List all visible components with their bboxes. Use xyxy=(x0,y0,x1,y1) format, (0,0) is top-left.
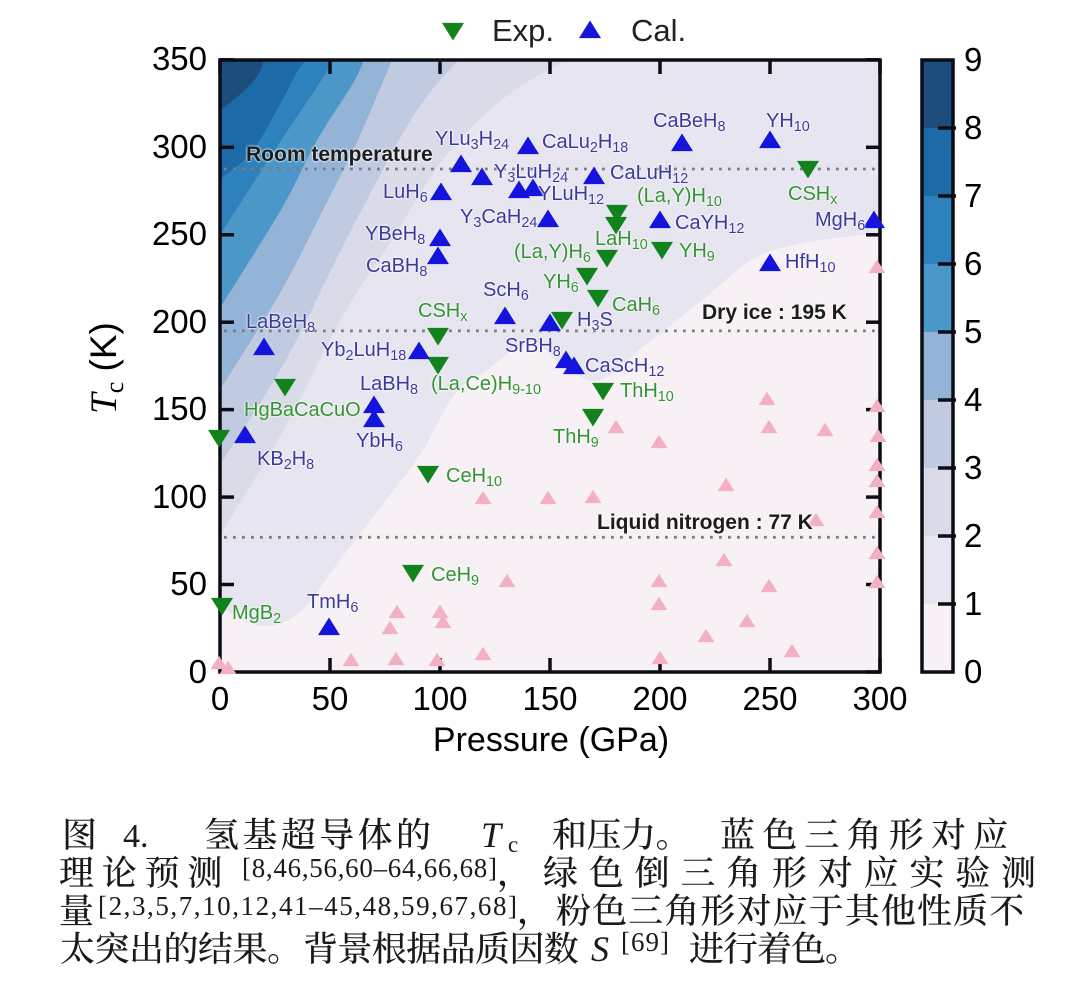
svg-text:[8,46,56,60–64,66,68]: [8,46,56,60–64,66,68] xyxy=(242,853,497,883)
svg-text:[69]: [69] xyxy=(621,927,669,957)
svg-text:[2,3,5,7,10,12,41–45,48,59,67,: [2,3,5,7,10,12,41–45,48,59,67,68] xyxy=(98,891,517,921)
svg-text:c: c xyxy=(508,832,518,857)
svg-text:S: S xyxy=(591,929,609,969)
svg-text:T: T xyxy=(481,815,504,855)
svg-text:4.: 4. xyxy=(123,818,149,855)
svg-text:Tc (K): Tc (K) xyxy=(83,322,129,414)
